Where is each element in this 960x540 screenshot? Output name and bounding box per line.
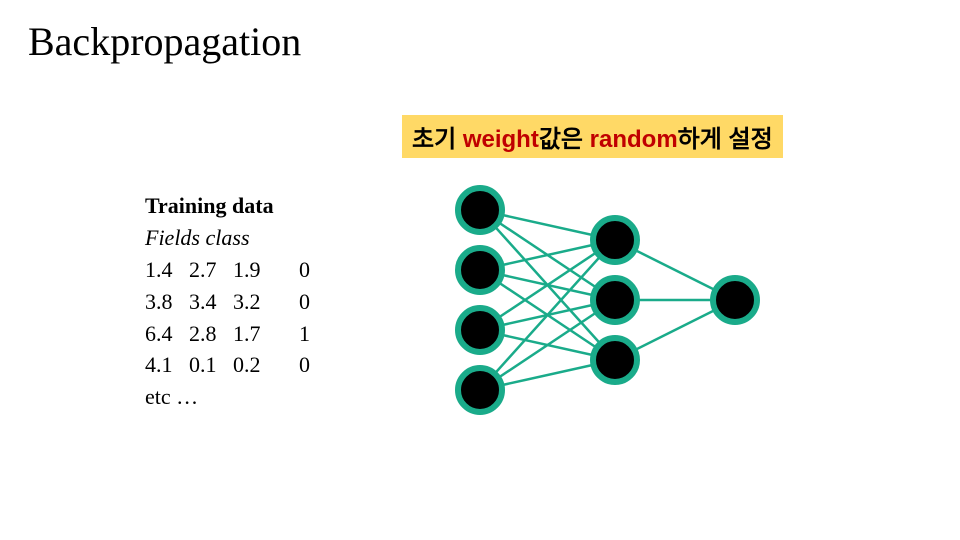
callout-weight: weight [463,126,539,153]
nn-input-node [458,368,502,412]
callout-random: random [590,126,678,153]
nn-input-node [458,188,502,232]
callout-mid: 값은 [539,126,590,153]
nn-hidden-node [593,338,637,382]
table-row: 1.4 2.7 1.9 0 [145,254,310,286]
training-etc: etc … [145,381,310,413]
callout-prefix: 초기 [412,126,463,153]
nn-hidden-node [593,218,637,262]
training-rows: 1.4 2.7 1.9 03.8 3.4 3.2 06.4 2.8 1.7 14… [145,254,310,382]
neural-network-diagram [450,185,760,415]
nn-input-node [458,308,502,352]
training-data-block: Training data Fields class 1.4 2.7 1.9 0… [145,190,310,413]
page-title: Backpropagation [28,18,301,65]
nn-output-node [713,278,757,322]
table-row: 4.1 0.1 0.2 0 [145,349,310,381]
table-row: 6.4 2.8 1.7 1 [145,318,310,350]
nn-hidden-node [593,278,637,322]
callout-suffix: 하게 설정 [678,126,773,153]
training-header: Training data [145,190,310,222]
nn-input-node [458,248,502,292]
class-label: class [206,225,250,250]
fields-label: Fields [145,225,200,250]
table-row: 3.8 3.4 3.2 0 [145,286,310,318]
callout-box: 초기 weight값은 random하게 설정 [402,115,783,158]
training-subheader: Fields class [145,222,310,254]
